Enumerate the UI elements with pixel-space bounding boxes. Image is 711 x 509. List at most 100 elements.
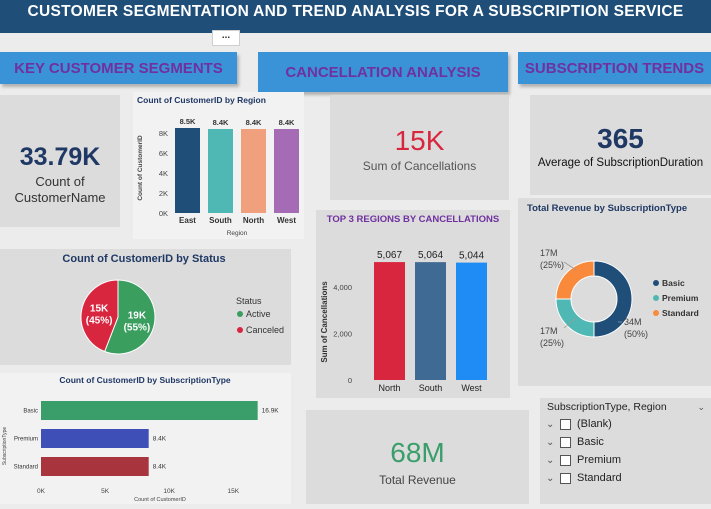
donut-slice-basic[interactable] [593, 260, 633, 338]
donut-slice-premium[interactable] [555, 298, 595, 338]
y-axis-label: Count of CustomerID [137, 135, 144, 201]
customer-count-label: Count of CustomerName [14, 174, 106, 205]
slicer-item[interactable]: ⌄ Standard [546, 469, 711, 487]
x-tick-label: North [243, 216, 264, 225]
chart-title: TOP 3 REGIONS BY CANCELLATIONS [327, 214, 499, 225]
slice-pct-label: (45%) [86, 315, 113, 326]
bar-basic[interactable] [41, 401, 258, 420]
checkbox[interactable] [560, 418, 571, 430]
bar-premium[interactable] [41, 429, 149, 448]
donut-slice-standard[interactable] [555, 260, 595, 300]
title-bar: CUSTOMER SEGMENTATION AND TREND ANALYSIS… [0, 0, 711, 33]
legend-marker [653, 310, 659, 316]
legend-label: Standard [662, 308, 699, 318]
chevron-down-icon[interactable]: ⌄ [546, 454, 555, 466]
bar-standard[interactable] [41, 457, 149, 476]
chevron-down-icon[interactable]: ⌄ [546, 418, 555, 430]
slicer-list: ⌄ (Blank) ⌄ Basic ⌄ Premium ⌄ Standard [540, 415, 711, 487]
slicer-header: SubscriptionType, Region ⌄ [540, 398, 711, 415]
y-axis-label: Sum of Cancellations [320, 281, 329, 363]
slice-pct-label: (25%) [540, 260, 564, 270]
status-chart[interactable]: Count of CustomerID by Status 19K (55%) 15K… [0, 249, 291, 365]
chart-title: Count of CustomerID by SubscriptionType [59, 375, 231, 385]
x-tick-label: West [461, 383, 482, 393]
more-options-button[interactable]: ... [212, 30, 240, 46]
bar-south[interactable] [415, 262, 446, 380]
chevron-down-icon[interactable]: ⌄ [697, 401, 705, 412]
slicer-item[interactable]: ⌄ Basic [546, 433, 711, 451]
bar-north[interactable] [241, 129, 266, 213]
slicer-panel[interactable]: SubscriptionType, Region ⌄ ⌄ (Blank) ⌄ Basi… [540, 398, 711, 504]
checkbox[interactable] [560, 454, 571, 466]
x-tick-label: North [378, 383, 400, 393]
slice-pct-label: (55%) [124, 323, 151, 334]
bar-north[interactable] [374, 262, 405, 380]
chevron-down-icon[interactable]: ⌄ [546, 436, 555, 448]
y-tick-label: 2K [159, 189, 168, 198]
bar-west[interactable] [274, 129, 299, 213]
slicer-item-label: (Blank) [577, 418, 612, 430]
leader-line [563, 261, 577, 271]
chart-title: Total Revenue by SubscriptionType [527, 203, 687, 214]
y-tick-label: 0 [348, 376, 352, 385]
slice-canceled[interactable] [80, 279, 119, 353]
data-label: 8.4K [153, 436, 167, 443]
y-tick-label: 4,000 [333, 283, 352, 292]
y-tick-label: 8K [159, 129, 168, 138]
chevron-down-icon[interactable]: ⌄ [546, 472, 555, 484]
region-chart[interactable]: Count of CustomerID by Region 0K 2K 4K 6K 8K 8… [133, 92, 304, 239]
slicer-item[interactable]: ⌄ (Blank) [546, 415, 711, 433]
revenue-value: 68M [390, 437, 445, 468]
y-tick-label: Premium [14, 437, 38, 443]
revenue-chart[interactable]: Total Revenue by SubscriptionType 34M (50%… [518, 198, 711, 386]
y-tick-label: Basic [23, 409, 38, 415]
slice-pct-label: (25%) [540, 338, 564, 348]
y-tick-label: 2,000 [333, 329, 352, 338]
legend-label: Canceled [246, 325, 284, 335]
slice-value-label: 15K [90, 303, 109, 314]
status-pie-chart[interactable]: Count of CustomerID by Status 19K(55%) 15K… [0, 249, 291, 365]
bar-west[interactable] [456, 262, 487, 380]
slicer-title: SubscriptionType, Region [547, 401, 667, 413]
x-tick-label: 10K [163, 488, 175, 495]
customer-count-card[interactable]: 33.79K Count of CustomerName [0, 95, 120, 227]
slice-pct-label: (50%) [624, 329, 648, 339]
legend-marker [237, 311, 243, 317]
region-bar-chart[interactable]: Count of CustomerID by Region 0K 2K 4K 6K 8K 8… [133, 92, 304, 239]
chart-title: Count of CustomerID by Region [137, 95, 266, 105]
revenue-donut-chart[interactable]: Total Revenue by SubscriptionType 34M (50%… [518, 198, 711, 386]
legend-label: Premium [662, 293, 699, 303]
data-label: 5,044 [459, 251, 484, 262]
slice-value-label: 19K [128, 311, 147, 322]
leader-line [563, 317, 577, 329]
top-regions-chart[interactable]: TOP 3 REGIONS BY CANCELLATIONS 0 2,000 4,00… [316, 210, 510, 398]
top-regions-bar-chart[interactable]: TOP 3 REGIONS BY CANCELLATIONS 0 2,000 4,00… [316, 210, 510, 398]
bar-south[interactable] [208, 129, 233, 213]
y-tick-label: 4K [159, 169, 168, 178]
subtype-bar-chart[interactable]: Count of CustomerID by SubscriptionType 0… [0, 373, 291, 504]
checkbox[interactable] [560, 436, 571, 448]
revenue-card[interactable]: 68M Total Revenue [306, 410, 529, 504]
duration-card[interactable]: 365 Average of SubscriptionDuration [530, 95, 711, 195]
slicer-item-label: Basic [577, 436, 604, 448]
slicer-item-label: Premium [577, 454, 622, 466]
header-trends-label: SUBSCRIPTION TRENDS [524, 59, 705, 77]
bar-east[interactable] [175, 128, 200, 213]
legend-marker [653, 295, 659, 301]
slice-active[interactable] [103, 279, 156, 355]
header-segments-label: KEY CUSTOMER SEGMENTS [14, 59, 223, 77]
checkbox[interactable] [560, 472, 571, 484]
cancellations-card[interactable]: 15K Sum of Cancellations [330, 95, 509, 200]
header-trends: SUBSCRIPTION TRENDS [518, 52, 711, 84]
data-label: 16.9K [262, 408, 280, 415]
data-label: 5,064 [418, 250, 443, 261]
legend-label: Basic [662, 278, 685, 288]
slicer-item[interactable]: ⌄ Premium [546, 451, 711, 469]
subtype-chart[interactable]: Count of CustomerID by SubscriptionType 0… [0, 373, 291, 504]
legend-marker [653, 280, 659, 286]
x-tick-label: South [209, 216, 232, 225]
x-axis-label: Region [227, 230, 248, 237]
data-label: 8.4K [279, 118, 295, 127]
customer-count-value: 33.79K [19, 143, 101, 171]
x-tick-label: 5K [101, 488, 110, 495]
